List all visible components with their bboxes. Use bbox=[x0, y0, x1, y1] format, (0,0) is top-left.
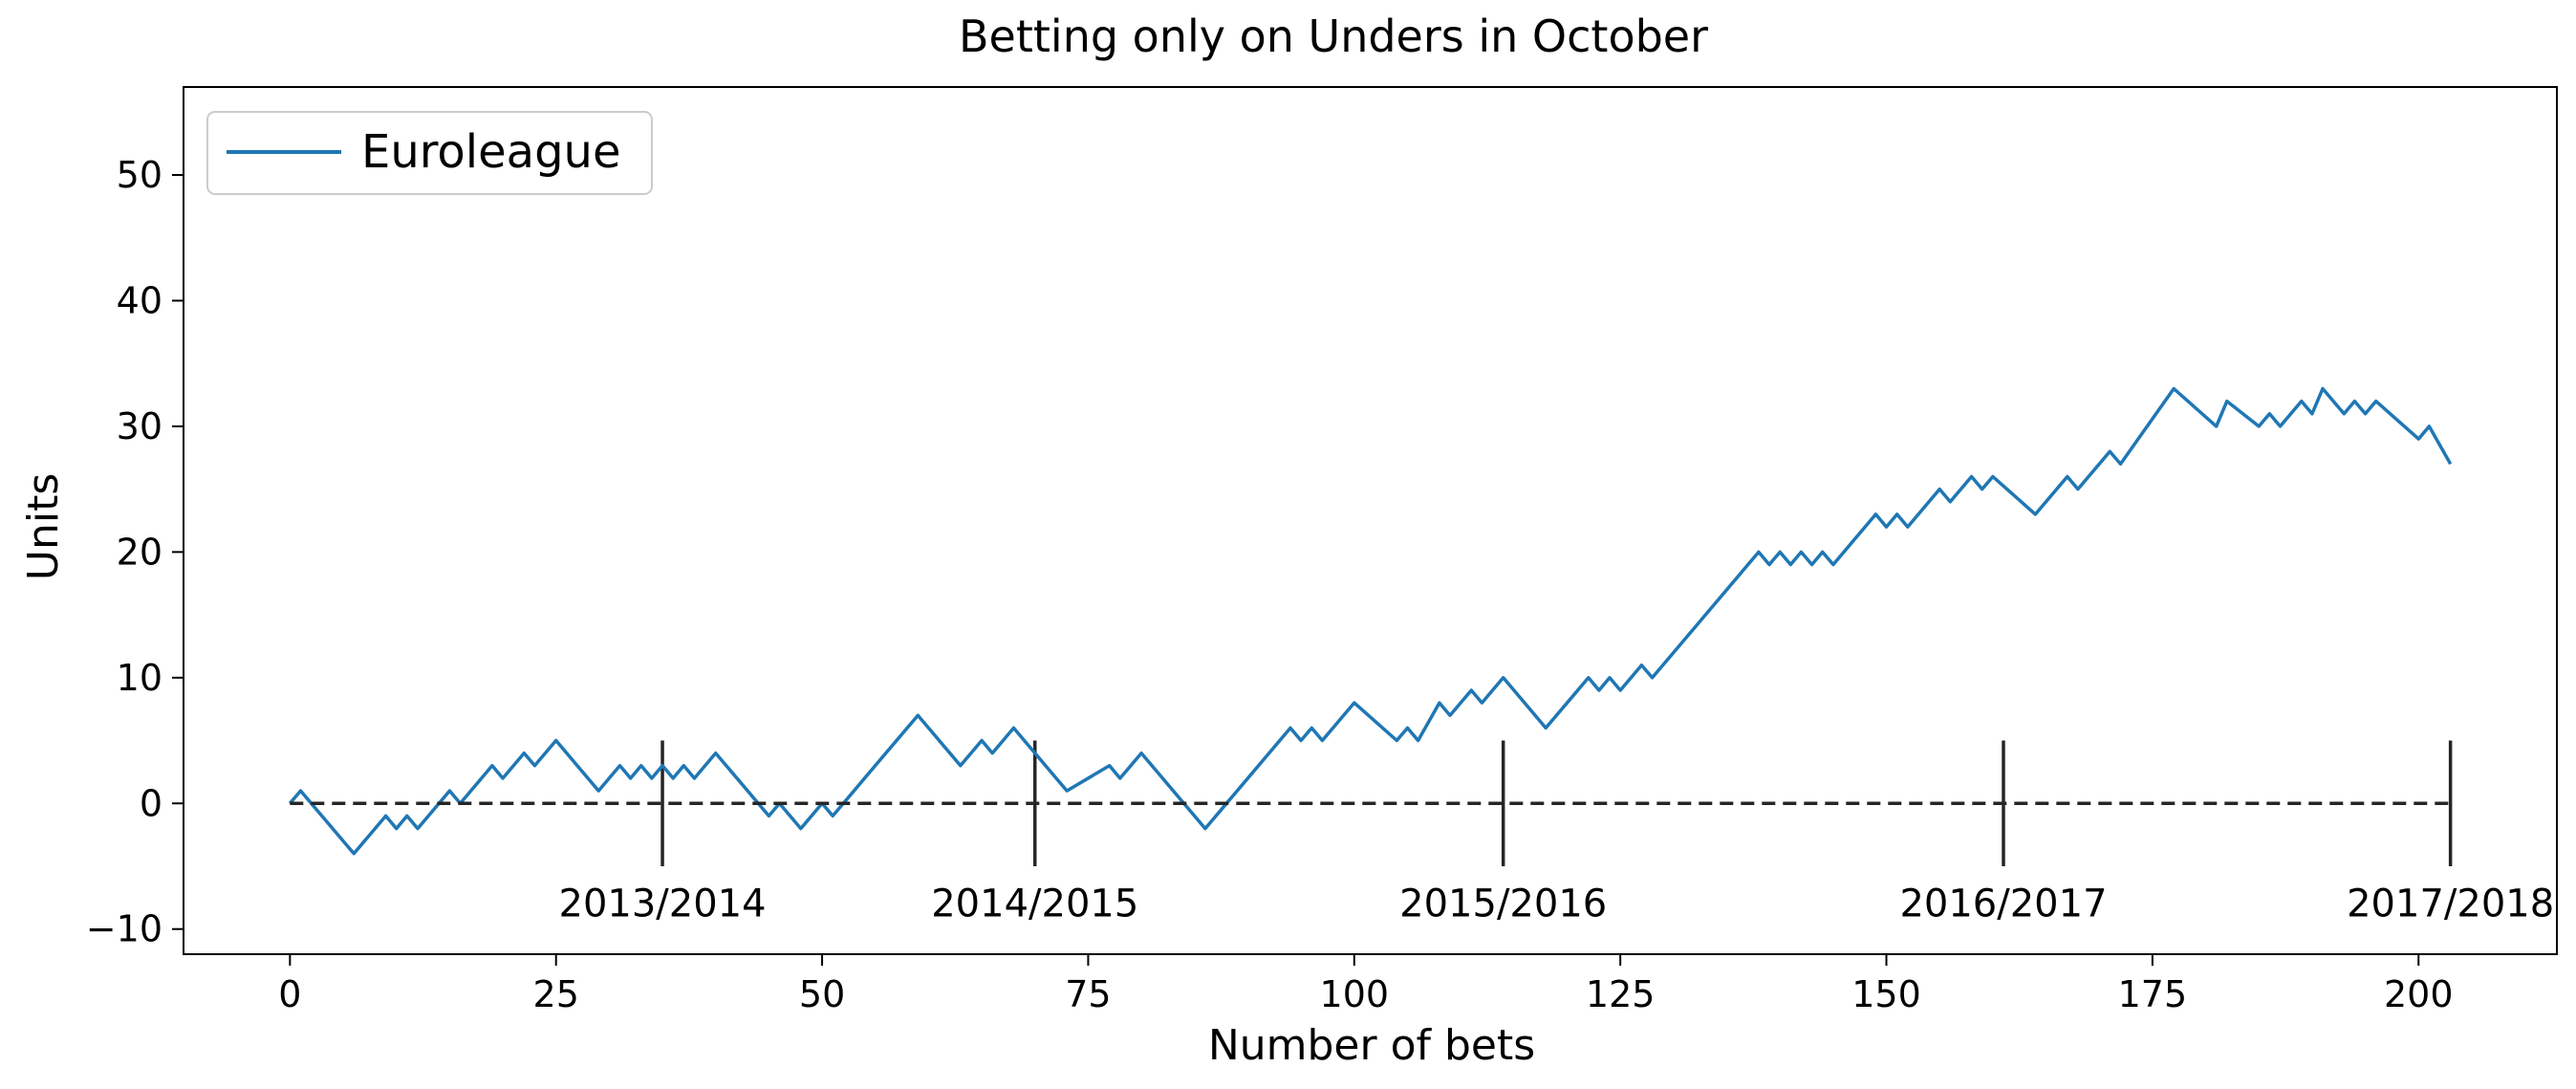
x-tick-label: 0 bbox=[278, 973, 301, 1015]
series-layer bbox=[288, 386, 2453, 856]
x-tick-label: 175 bbox=[2118, 973, 2188, 1015]
season-marker-label: 2017/2018 bbox=[2347, 882, 2554, 926]
season-marker-label: 2015/2016 bbox=[1399, 882, 1607, 926]
x-tick-label: 75 bbox=[1065, 973, 1111, 1015]
x-tick-label: 200 bbox=[2384, 973, 2454, 1015]
x-tick-label: 100 bbox=[1320, 973, 1390, 1015]
x-tick-label: 25 bbox=[533, 973, 579, 1015]
x-axis-ticks: 0 25 50 75 100 125 150 175 200 bbox=[278, 954, 2454, 1015]
legend-label-euroleague: Euroleague bbox=[361, 125, 621, 179]
season-markers: 2013/2014 2014/2015 2015/2016 2016/2017 2017… bbox=[559, 740, 2554, 926]
legend-box bbox=[206, 111, 653, 195]
season-marker-label: 2013/2014 bbox=[559, 882, 767, 926]
plot-area-frame bbox=[183, 86, 2558, 955]
x-tick-label: 125 bbox=[1586, 973, 1656, 1015]
x-tick-label: 150 bbox=[1851, 973, 1921, 1015]
season-marker-label: 2016/2017 bbox=[1899, 882, 2107, 926]
y-tick-label: −10 bbox=[86, 908, 162, 950]
y-tick-label: 20 bbox=[117, 531, 162, 573]
y-axis-label: Units bbox=[19, 473, 68, 581]
chart-title: Betting only on Unders in October bbox=[959, 11, 1708, 62]
y-tick-label: 0 bbox=[140, 782, 162, 824]
series-line-euroleague bbox=[288, 386, 2453, 856]
y-axis-ticks: −10 0 10 20 30 40 50 bbox=[86, 154, 184, 950]
legend: Euroleague bbox=[206, 111, 653, 195]
x-tick-label: 50 bbox=[799, 973, 845, 1015]
y-tick-label: 10 bbox=[117, 657, 162, 699]
x-axis-label: Number of bets bbox=[1208, 1021, 1535, 1070]
y-tick-label: 40 bbox=[117, 279, 162, 321]
y-tick-label: 30 bbox=[117, 405, 162, 447]
season-marker-label: 2014/2015 bbox=[931, 882, 1138, 926]
y-tick-label: 50 bbox=[117, 154, 162, 196]
